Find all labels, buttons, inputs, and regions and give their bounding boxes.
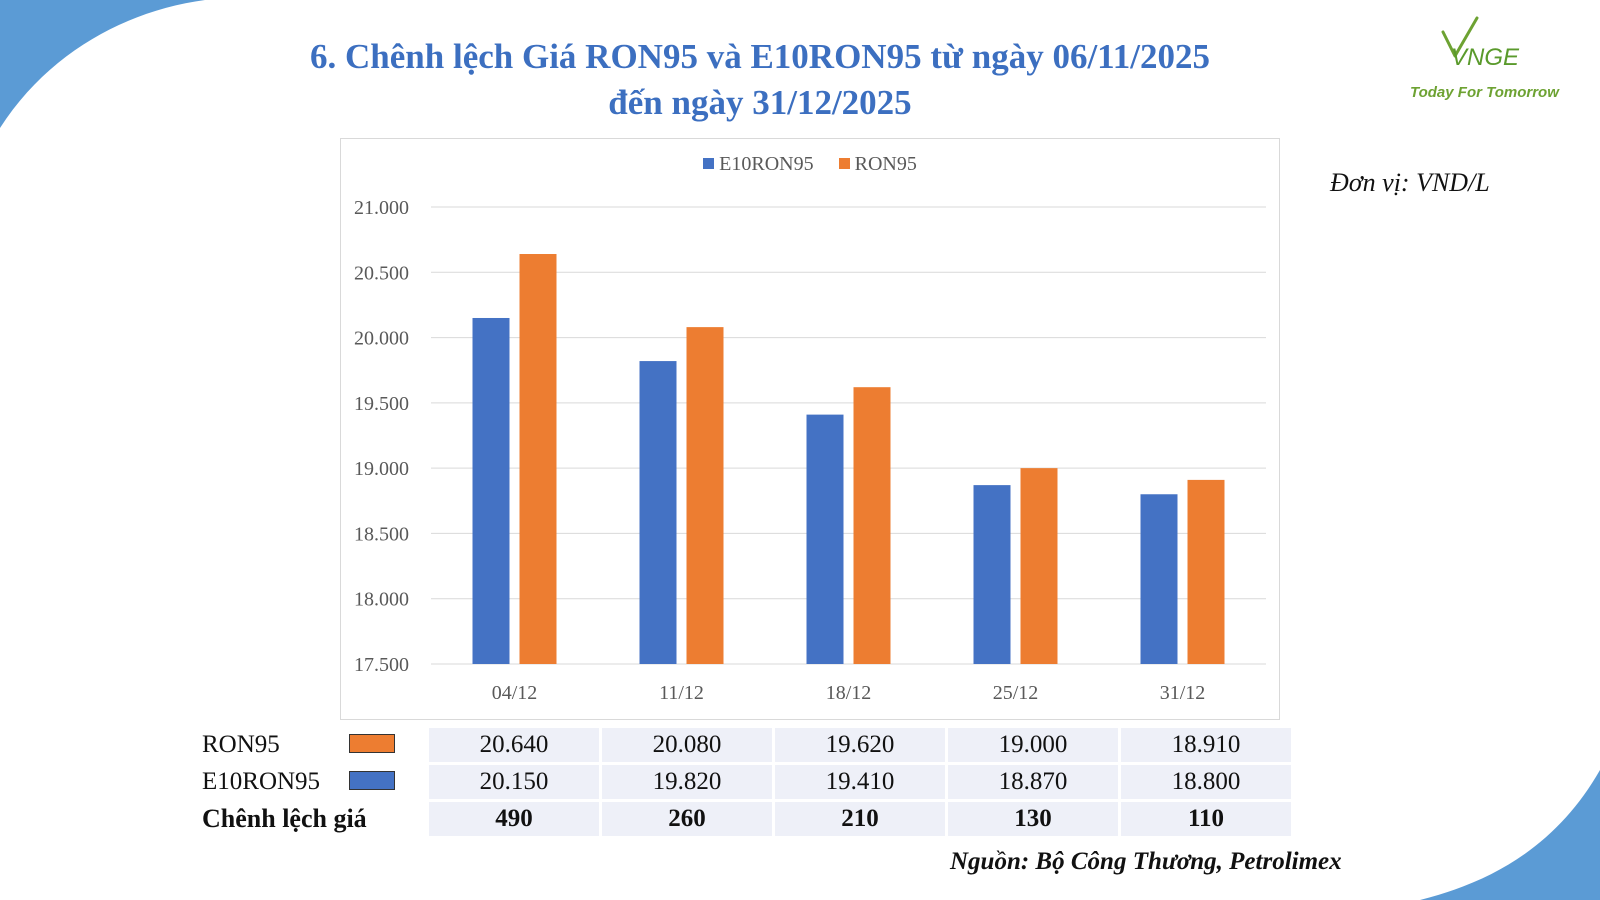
swatch-e10ron95	[349, 771, 395, 790]
y-tick-label: 19.000	[354, 458, 409, 480]
row-label-difference: Chênh lệch giá	[202, 804, 367, 833]
logo-check-icon	[1441, 16, 1479, 58]
chart-canvas: 17.500 18.000 18.500 19.000 19.500 20.000 20.5…	[354, 197, 1266, 704]
y-tick-label: 21.000	[354, 197, 409, 219]
y-tick-label: 18.000	[354, 589, 409, 611]
table-cell: 20.080	[599, 728, 772, 765]
x-tick-label: 04/12	[492, 682, 538, 704]
page-title: 6. Chênh lệch Giá RON95 và E10RON95 từ n…	[200, 34, 1320, 126]
table-cell: 490	[426, 802, 599, 839]
corner-decoration-top-left	[0, 0, 205, 128]
y-tick-label: 17.500	[354, 654, 409, 676]
row-label-cell: E10RON95	[202, 765, 426, 802]
bar-e10ron95-04-12	[472, 317, 510, 664]
table-cell: 20.150	[426, 765, 599, 802]
y-tick-label: 20.500	[354, 262, 409, 284]
vnge-logo: VNGE Today For Tomorrow	[1405, 14, 1585, 114]
legend-label-ron95: RON95	[854, 153, 917, 175]
bar-e10ron95-31-12	[1140, 494, 1178, 664]
table-cell: 19.410	[772, 765, 945, 802]
bar-e10ron95-18-12	[806, 414, 844, 664]
table-cell: 110	[1118, 802, 1291, 839]
legend-swatch-ron95	[838, 157, 850, 169]
table-row-ron95: RON95 20.640 20.080 19.620 19.000 18.910	[202, 728, 1291, 765]
table-cell: 20.640	[426, 728, 599, 765]
bar-e10ron95-11-12	[639, 361, 677, 664]
row-label-e10ron95: E10RON95	[202, 768, 321, 795]
x-tick-label: 25/12	[993, 682, 1039, 704]
table-row-price-difference: Chênh lệch giá 490 260 210 130 110	[202, 802, 1291, 839]
table-cell: 260	[599, 802, 772, 839]
title-line-1: 6. Chênh lệch Giá RON95 và E10RON95 từ n…	[310, 37, 1210, 76]
row-label-ron95: RON95	[202, 731, 280, 758]
table-cell: 18.910	[1118, 728, 1291, 765]
table-row-e10ron95: E10RON95 20.150 19.820 19.410 18.870 18.…	[202, 765, 1291, 802]
x-tick-label: 18/12	[826, 682, 872, 704]
logo-brand: VNGE	[1451, 44, 1520, 71]
y-tick-label: 18.500	[354, 523, 409, 545]
legend-item-ron95: RON95	[838, 153, 917, 176]
table-cell: 19.620	[772, 728, 945, 765]
bar-ron95-31-12	[1187, 479, 1225, 664]
table-cell: 19.820	[599, 765, 772, 802]
legend-label-e10ron95: E10RON95	[719, 153, 814, 175]
bar-e10ron95-25-12	[973, 485, 1011, 664]
x-tick-label: 11/12	[659, 682, 704, 704]
table-cell: 19.000	[945, 728, 1118, 765]
row-label-cell: RON95	[202, 728, 426, 765]
legend-item-e10ron95: E10RON95	[703, 153, 814, 176]
legend-swatch-e10ron95	[703, 157, 715, 169]
bar-ron95-18-12	[853, 387, 891, 664]
y-tick-label: 19.500	[354, 393, 409, 415]
table-cell: 130	[945, 802, 1118, 839]
table-cell: 18.870	[945, 765, 1118, 802]
corner-decoration-bottom-right	[1420, 770, 1600, 900]
title-line-2: đến ngày 31/12/2025	[608, 83, 912, 122]
source-note: Nguồn: Bộ Công Thương, Petrolimex	[950, 848, 1342, 875]
table-cell: 18.800	[1118, 765, 1291, 802]
bar-ron95-04-12	[519, 254, 557, 664]
chart-legend: E10RON95 RON95	[341, 153, 1279, 176]
bar-chart: 17.500 18.000 18.500 19.000 19.500 20.000 20.5…	[340, 138, 1280, 720]
swatch-ron95	[349, 734, 395, 753]
bar-ron95-25-12	[1020, 468, 1058, 664]
table-cell: 210	[772, 802, 945, 839]
logo-tagline: Today For Tomorrow	[1410, 84, 1559, 101]
bar-ron95-11-12	[686, 327, 724, 664]
x-tick-label: 31/12	[1160, 682, 1206, 704]
y-tick-label: 20.000	[354, 328, 409, 350]
unit-label: Đơn vị: VND/L	[1330, 168, 1490, 197]
data-table: RON95 20.640 20.080 19.620 19.000 18.910…	[202, 728, 1291, 839]
row-label-cell: Chênh lệch giá	[202, 802, 426, 839]
